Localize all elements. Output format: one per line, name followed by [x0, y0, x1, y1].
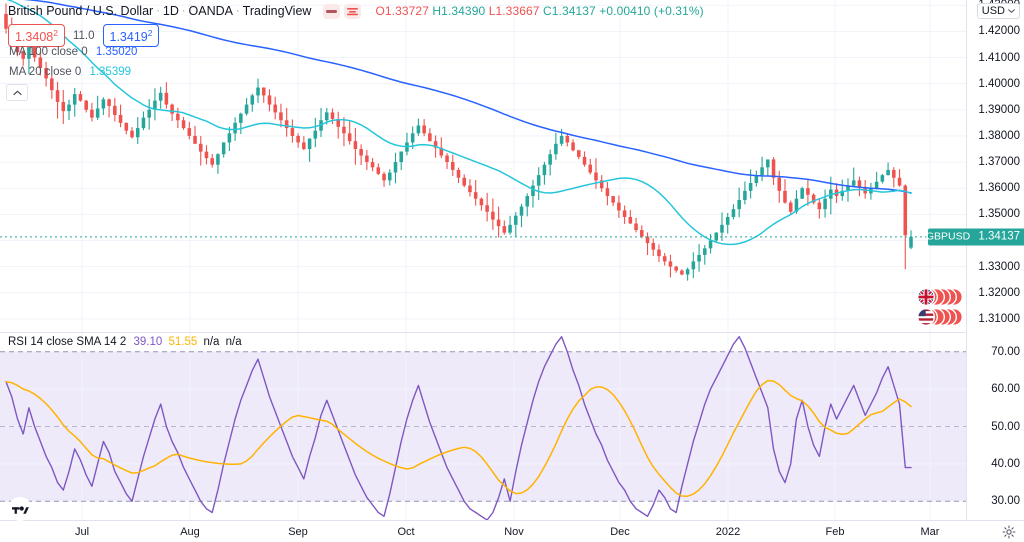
exchange-label[interactable]: OANDA	[188, 4, 233, 18]
price-axis-tick: 1.42000	[978, 25, 1020, 38]
ohlc-high: H1.34390	[432, 4, 486, 18]
rsi-axis-tick: 40.00	[991, 457, 1020, 470]
bid-value: 1.3408	[15, 30, 54, 45]
bid-sup: 2	[53, 28, 58, 38]
chevron-up-icon	[12, 89, 22, 95]
time-axis-tick: Dec	[610, 526, 630, 538]
rsi-label: RSI 14 close SMA 14 2	[8, 336, 127, 348]
price-axis-tick: 1.38000	[978, 129, 1020, 142]
rsi-axis-tick: 30.00	[991, 495, 1020, 508]
ma20-legend[interactable]: MA 20 close 0 1.35399	[9, 66, 131, 78]
ohlc-change: +0.00410 (+0.31%)	[599, 4, 704, 18]
indicator-icon[interactable]	[344, 3, 362, 19]
price-pane[interactable]	[0, 0, 966, 332]
price-axis-tick: 1.31000	[978, 312, 1020, 325]
rsi-pane[interactable]	[0, 333, 966, 520]
time-axis-tick: Nov	[504, 526, 524, 538]
rsi-axis-tick: 70.00	[991, 345, 1020, 358]
ma100-value: 1.35020	[95, 46, 138, 58]
price-axis-tick: 1.40000	[978, 77, 1020, 90]
ohlc-values: O1.33727 H1.34390 L1.33667 C1.34137 +0.0…	[375, 4, 703, 18]
interval-label[interactable]: 1D	[162, 4, 179, 18]
time-axis-tick: Aug	[180, 526, 200, 538]
title-separator-1: ·	[156, 5, 160, 17]
collapse-legend-button[interactable]	[6, 84, 28, 101]
currency-label: USD	[981, 5, 1005, 17]
current-price-badge: 1.34137	[966, 228, 1024, 246]
chevron-down-icon	[1008, 9, 1015, 13]
rsi-na-1: n/a	[203, 336, 220, 348]
us-flag-badge	[915, 307, 964, 331]
rsi-sma-value: 51.55	[168, 336, 198, 348]
time-axis-tick: Feb	[825, 526, 845, 538]
time-axis-tick: Sep	[288, 526, 308, 538]
rsi-na-2: n/a	[225, 336, 242, 348]
price-chart-svg[interactable]	[0, 0, 966, 332]
uk-flag-badge	[915, 287, 964, 311]
rsi-axis-tick: 50.00	[991, 420, 1020, 433]
ma100-legend[interactable]: MA 100 close 0 1.35020	[9, 46, 137, 58]
symbol-price-badge: GBPUSD	[926, 228, 970, 246]
symbol-title[interactable]: British Pound / U.S. Dollar	[8, 4, 154, 18]
time-axis-tick: 2022	[715, 526, 741, 538]
pane-divider	[0, 332, 1024, 333]
price-axis-tick: 1.39000	[978, 103, 1020, 116]
tradingview-logo	[8, 497, 32, 521]
time-axis-tick: Oct	[397, 526, 415, 538]
ohlc-close: C1.34137	[542, 4, 596, 18]
price-axis-tick: 1.33000	[978, 260, 1020, 273]
time-axis-tick: Jul	[74, 526, 90, 538]
price-axis-tick: 1.41000	[978, 51, 1020, 64]
source-label: TradingView	[242, 4, 312, 18]
price-axis-tick: 1.37000	[978, 156, 1020, 169]
time-axis[interactable]: Jul Aug Sep Oct Nov Dec 2022 Feb Mar	[0, 520, 1024, 542]
gear-icon[interactable]	[1002, 525, 1016, 539]
ma20-label: MA 20 close 0	[9, 66, 82, 78]
currency-select[interactable]: USD	[976, 3, 1020, 19]
ohlc-open: O1.33727	[375, 4, 429, 18]
price-axis-tick: 1.36000	[978, 182, 1020, 195]
title-separator-2: ·	[181, 5, 186, 17]
ma20-value: 1.35399	[89, 66, 132, 78]
ohlc-low: L1.33667	[488, 4, 540, 18]
rsi-chart-svg[interactable]	[0, 333, 966, 520]
bid-price-box[interactable]: 1.34082	[8, 24, 65, 48]
price-axis-tick: 1.32000	[978, 286, 1020, 299]
rsi-value: 39.10	[133, 336, 163, 348]
spread-value: 11.0	[72, 29, 95, 42]
header-icon-group	[323, 3, 362, 19]
rsi-legend[interactable]: RSI 14 close SMA 14 2 39.10 51.55 n/a n/…	[8, 336, 242, 348]
time-axis-tick: Mar	[920, 526, 940, 538]
title-separator-3: ·	[235, 5, 240, 17]
ask-sup: 2	[147, 28, 153, 38]
ask-price-box[interactable]: 1.34192	[102, 24, 160, 48]
chart-header: British Pound / U.S. Dollar · 1D · OANDA…	[0, 0, 1024, 22]
bar-style-icon[interactable]	[323, 3, 341, 19]
rsi-axis-tick: 60.00	[991, 383, 1020, 396]
price-axis-tick: 1.35000	[978, 208, 1020, 221]
quote-row: 1.34082 11.0 1.34192	[8, 24, 160, 48]
ask-value: 1.3419	[109, 30, 148, 45]
price-axis[interactable]: 1.430001.420001.410001.400001.390001.380…	[966, 0, 1024, 520]
ma100-label: MA 100 close 0	[9, 46, 88, 58]
